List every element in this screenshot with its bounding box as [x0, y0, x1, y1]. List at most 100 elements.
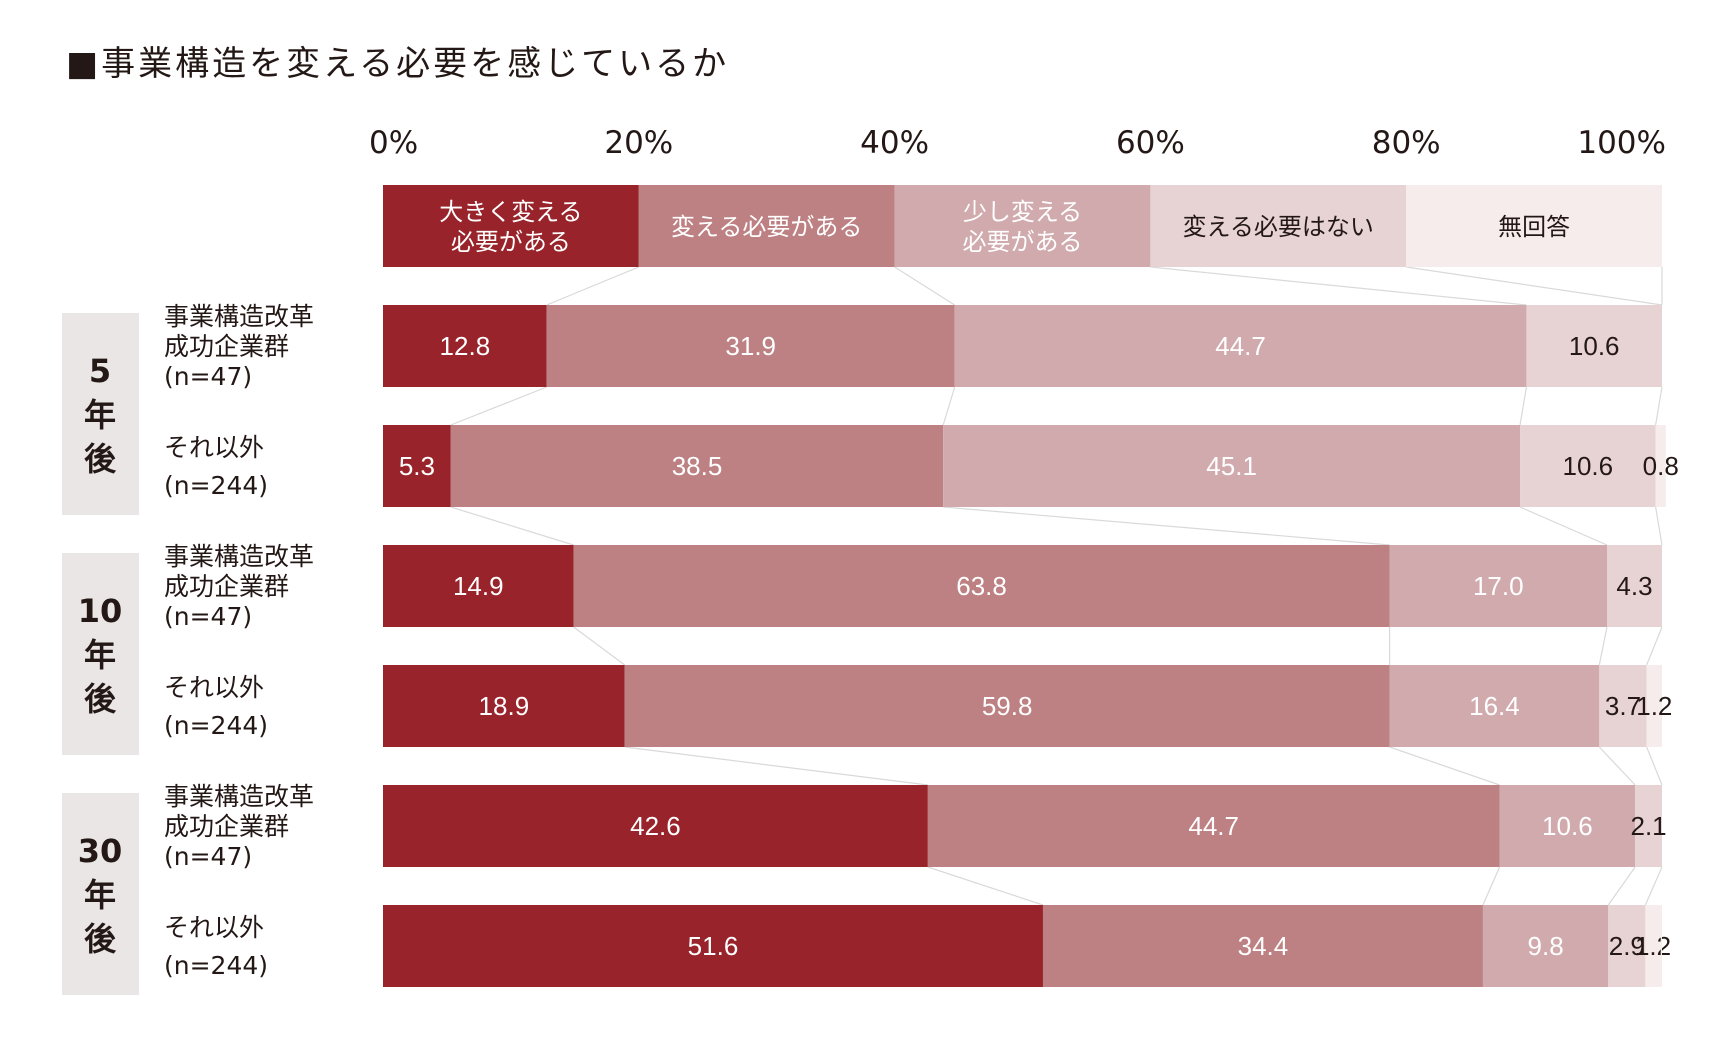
- bar-segment: [1607, 545, 1662, 627]
- connector-line: [1482, 866, 1501, 906]
- bar-segment: [1526, 305, 1662, 387]
- legend-label: 大きく変える: [439, 198, 582, 226]
- value-label: 34.4: [1238, 931, 1289, 961]
- x-tick-label: 0%: [369, 125, 418, 161]
- bar-segment: [1655, 425, 1666, 507]
- connector-lines: [450, 266, 1663, 906]
- row-label: それ以外: [164, 913, 264, 942]
- connector-line: [1598, 626, 1608, 666]
- value-label: 44.7: [1188, 811, 1239, 841]
- legend-label: 少し変える: [963, 198, 1082, 226]
- value-label: 3.7: [1605, 691, 1641, 721]
- value-label: 1.2: [1635, 931, 1671, 961]
- bar-segment: [1389, 545, 1608, 627]
- value-label: 14.9: [453, 571, 504, 601]
- bar-segment: [1646, 665, 1662, 747]
- value-label: 45.1: [1206, 451, 1257, 481]
- bar-segment: [927, 785, 1500, 867]
- value-label: 2.9: [1609, 931, 1645, 961]
- value-label: 31.9: [725, 331, 776, 361]
- connector-line: [1519, 506, 1608, 546]
- row-label: 成功企業群: [164, 812, 289, 841]
- group-label: 後: [84, 680, 117, 718]
- row-label: 事業構造改革: [164, 302, 314, 331]
- bar-segment: [1042, 905, 1483, 987]
- group-label: 5: [89, 352, 111, 390]
- x-axis-ticks: 0% 20% 40% 60% 80% 100%: [369, 125, 1666, 161]
- group-label: 後: [84, 440, 117, 478]
- value-label: 16.4: [1469, 691, 1520, 721]
- row-label: 成功企業群: [164, 332, 289, 361]
- group-label-box: [62, 313, 139, 515]
- legend-label: 変える必要がある: [671, 213, 862, 241]
- legend-label: 変える必要はない: [1183, 213, 1374, 241]
- legend-swatch: [1406, 185, 1662, 267]
- value-label: 42.6: [630, 811, 681, 841]
- group-label: 年: [84, 876, 116, 914]
- connector-line: [1406, 266, 1663, 306]
- legend-label: 必要がある: [963, 228, 1083, 256]
- bar-segment: [1599, 665, 1647, 747]
- x-tick-label: 40%: [860, 125, 929, 161]
- connector-line: [1607, 866, 1636, 906]
- x-tick-label: 100%: [1577, 125, 1666, 161]
- connector-line: [1644, 866, 1663, 906]
- bar-segment: [450, 425, 944, 507]
- connector-line: [1646, 626, 1663, 666]
- legend-label: 無回答: [1498, 213, 1570, 241]
- group-label: 年: [84, 636, 116, 674]
- bar-segment: [954, 305, 1527, 387]
- group-label: 30: [78, 832, 123, 870]
- group-label-box: [62, 793, 139, 995]
- bar-segment: [1482, 905, 1609, 987]
- chart-title: ■事業構造を変える必要を感じているか: [66, 44, 730, 84]
- bar-segment: [383, 305, 547, 387]
- connector-line: [942, 386, 956, 426]
- value-label: 12.8: [440, 331, 491, 361]
- bar-segment: [573, 545, 1390, 627]
- value-label: 59.8: [982, 691, 1033, 721]
- connector-line: [1646, 746, 1663, 786]
- row-label: それ以外: [164, 673, 264, 702]
- bar-segment: [943, 425, 1521, 507]
- value-label: 63.8: [956, 571, 1007, 601]
- value-label: 17.0: [1473, 571, 1524, 601]
- row-labels: 事業構造改革成功企業群(n=47)それ以外(n=244)事業構造改革成功企業群(…: [164, 302, 314, 980]
- row-label: 事業構造改革: [164, 782, 314, 811]
- connector-line: [1150, 266, 1527, 306]
- value-label: 10.6: [1563, 451, 1614, 481]
- bar-segment: [1499, 785, 1636, 867]
- bar-segment: [1635, 785, 1662, 867]
- connector-line: [573, 626, 626, 666]
- value-label: 9.8: [1528, 931, 1564, 961]
- connector-line: [943, 506, 1390, 546]
- bar-segment: [383, 665, 625, 747]
- x-tick-label: 80%: [1372, 125, 1441, 161]
- row-label: 成功企業群: [164, 572, 289, 601]
- value-label: 38.5: [672, 451, 723, 481]
- legend-swatch: [383, 185, 639, 267]
- value-label: 0.8: [1643, 451, 1679, 481]
- bar-segment: [1389, 665, 1600, 747]
- value-label: 44.7: [1215, 331, 1266, 361]
- bar-segment: [1608, 905, 1646, 987]
- value-label: 2.1: [1630, 811, 1666, 841]
- bar-segment: [383, 425, 451, 507]
- x-tick-label: 60%: [1116, 125, 1185, 161]
- value-label: 1.2: [1636, 691, 1672, 721]
- connector-line: [927, 866, 1044, 906]
- x-tick-label: 20%: [604, 125, 673, 161]
- connector-line: [1389, 746, 1500, 786]
- connector-line: [546, 266, 640, 306]
- bar-segment: [1520, 425, 1656, 507]
- value-label: 18.9: [479, 691, 530, 721]
- value-label: 5.3: [399, 451, 435, 481]
- value-label: 10.6: [1542, 811, 1593, 841]
- bars: 12.8 31.9 44.7 10.6 5.3 38.5 45.1 10.6 0.8 14.9 63…: [383, 305, 1679, 987]
- connector-line: [1519, 386, 1528, 426]
- row-label: (n=47): [164, 362, 252, 391]
- connector-line: [450, 506, 574, 546]
- group-label: 後: [84, 920, 117, 958]
